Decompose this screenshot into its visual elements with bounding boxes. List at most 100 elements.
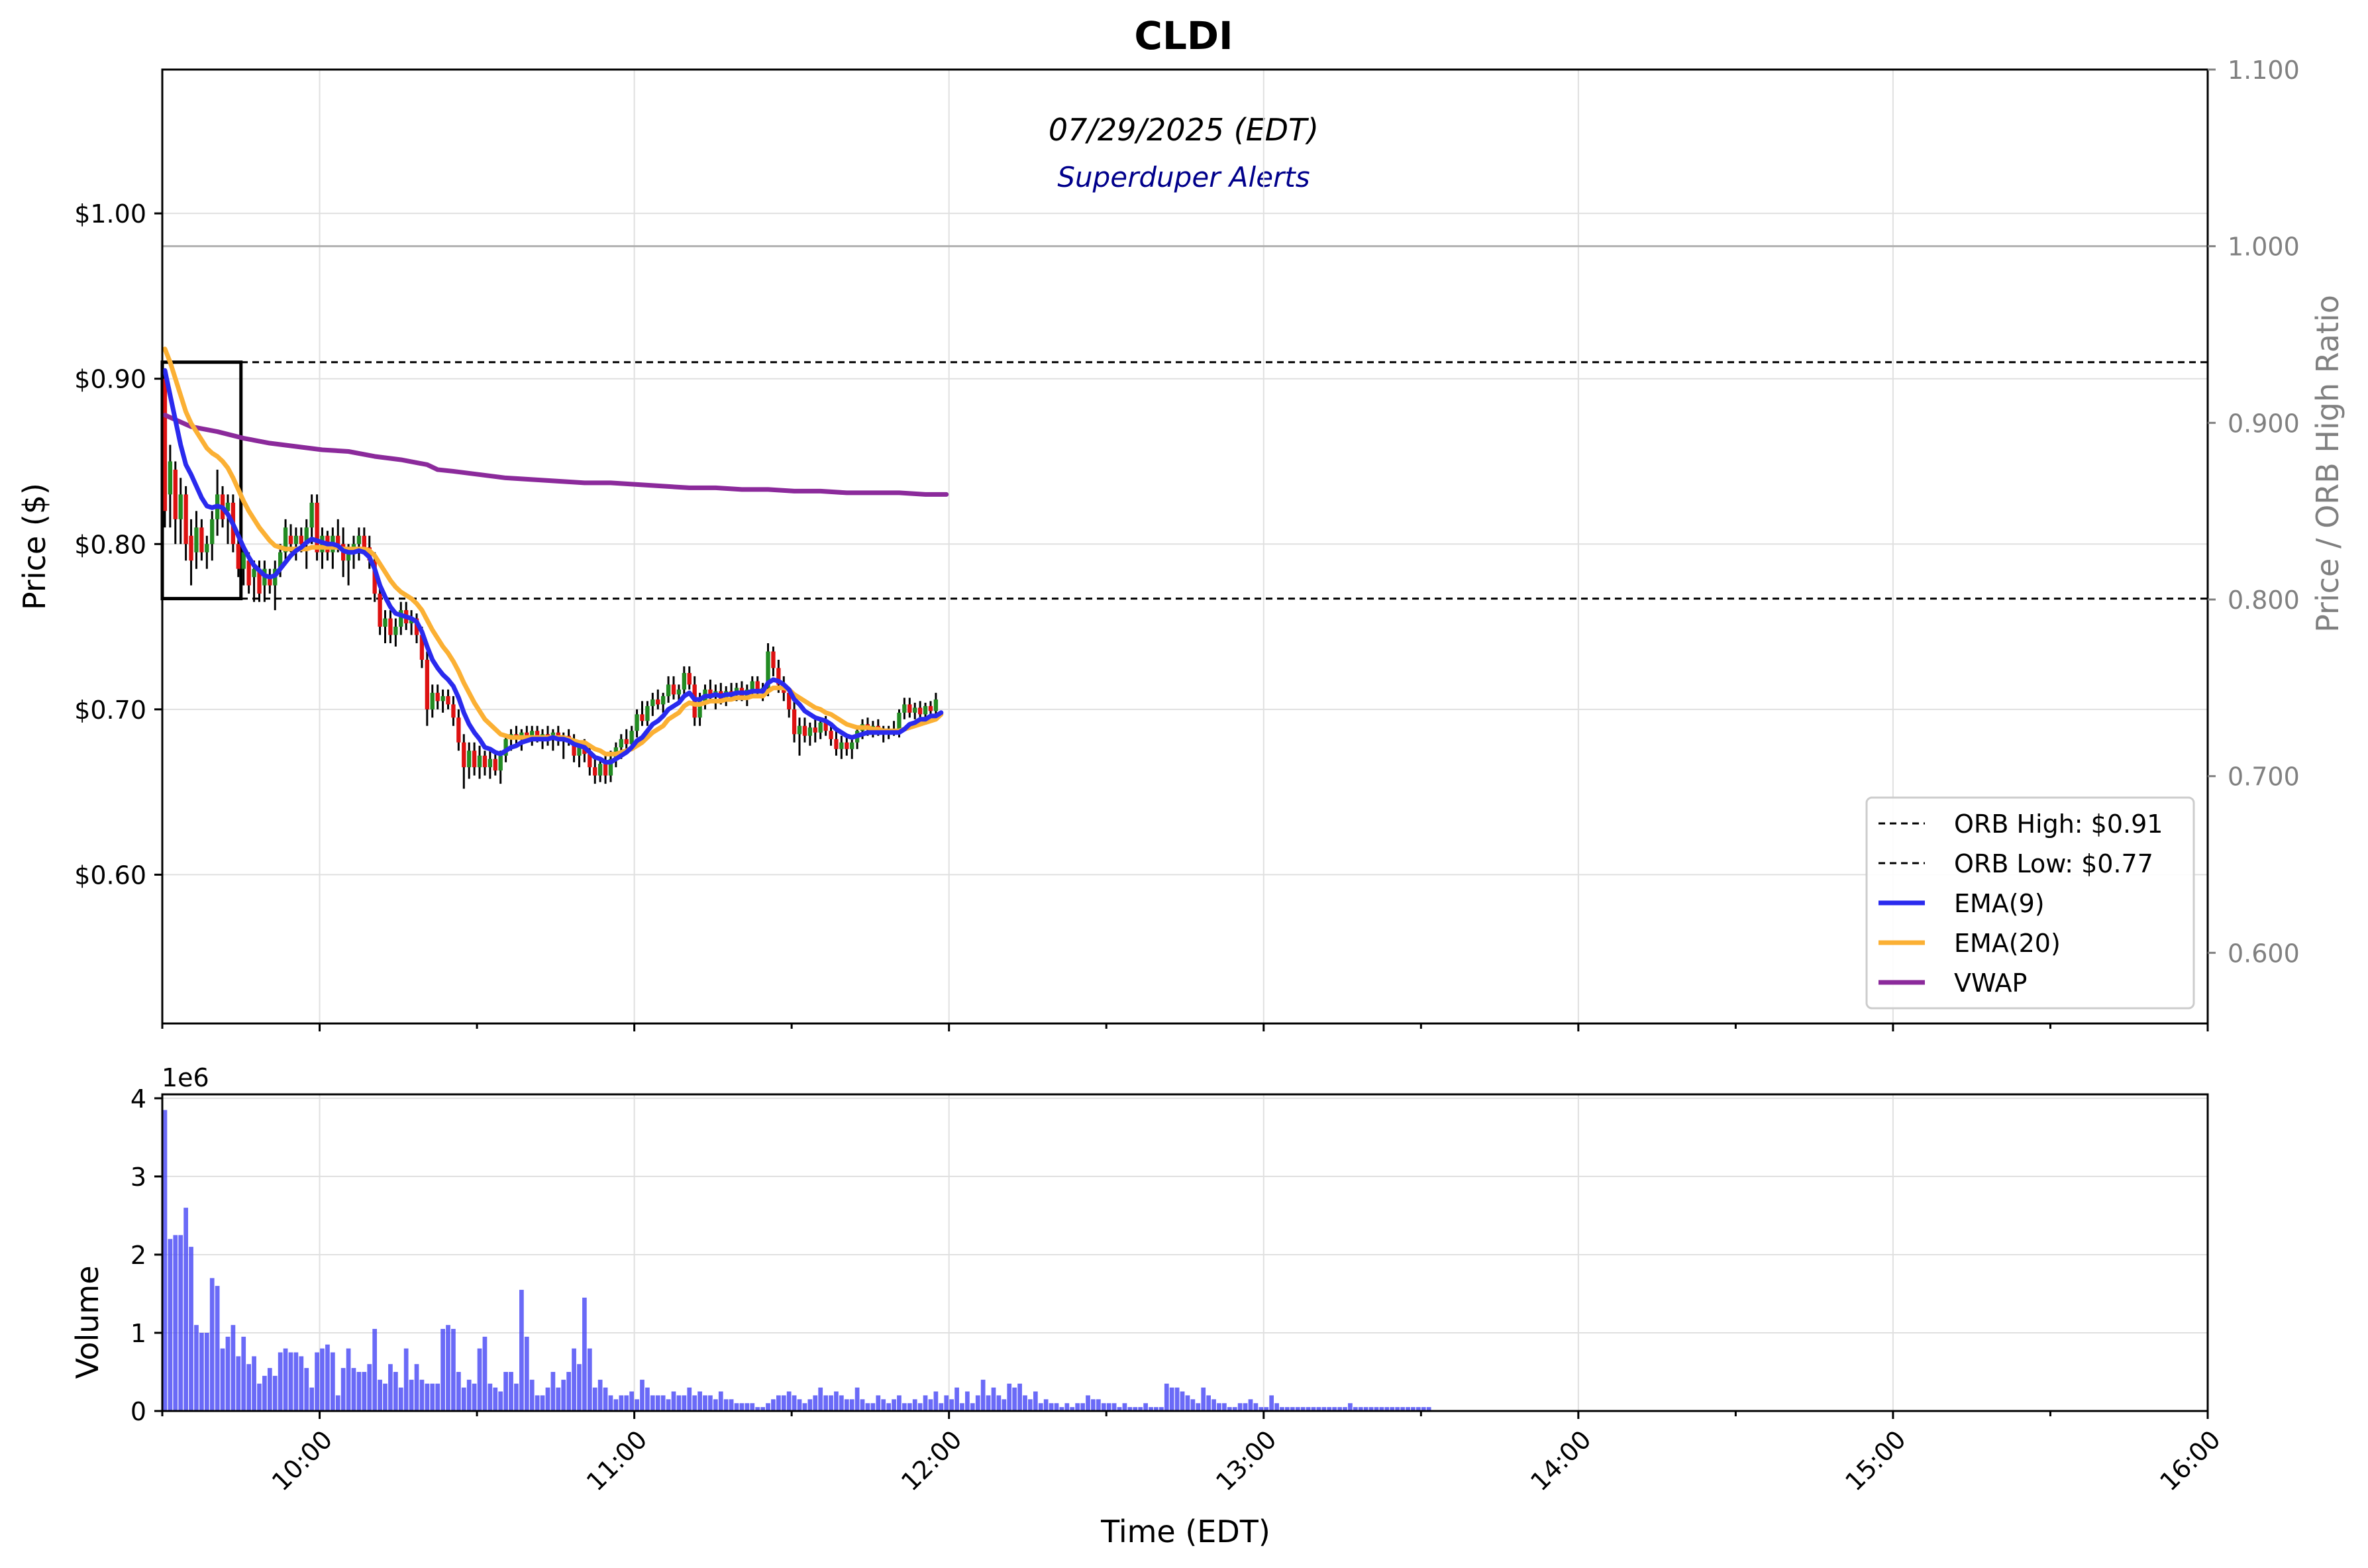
volume-bar — [1064, 1403, 1070, 1411]
candle-body — [640, 714, 644, 721]
volume-bar — [1311, 1407, 1316, 1411]
volume-bar — [823, 1395, 828, 1411]
volume-bar — [1043, 1399, 1049, 1411]
volume-bar — [897, 1395, 901, 1411]
volume-bar — [346, 1348, 351, 1411]
volume-bar — [519, 1290, 524, 1411]
volume-bar — [892, 1399, 896, 1411]
volume-bar — [535, 1395, 540, 1411]
candle-body — [629, 731, 634, 745]
volume-bar — [1143, 1403, 1148, 1411]
volume-bar — [666, 1399, 671, 1411]
volume-tick-label: 1 — [130, 1319, 146, 1348]
volume-bar — [592, 1387, 597, 1411]
candle-body — [676, 689, 682, 695]
volume-bar — [1075, 1403, 1080, 1411]
volume-bar — [1290, 1407, 1295, 1411]
legend-label-ema9: EMA(9) — [1954, 889, 2045, 918]
volume-bar — [745, 1403, 750, 1411]
volume-bar — [1101, 1403, 1106, 1411]
candle-body — [650, 699, 655, 706]
volume-bar — [965, 1391, 970, 1411]
volume-bar — [1259, 1407, 1264, 1411]
volume-bar — [231, 1325, 236, 1411]
volume-bar — [398, 1387, 403, 1411]
volume-bar — [340, 1368, 346, 1411]
candle-body — [697, 701, 702, 718]
volume-bar — [430, 1383, 435, 1411]
volume-bar — [252, 1356, 256, 1411]
candle-body — [430, 692, 435, 709]
candle-body — [362, 535, 367, 548]
volume-bar — [335, 1395, 340, 1411]
candle-body — [671, 684, 676, 695]
volume-bar — [1149, 1407, 1153, 1411]
volume-bar — [383, 1383, 387, 1411]
volume-bar — [550, 1371, 556, 1411]
candle-body — [771, 651, 776, 668]
candle-body — [755, 681, 760, 692]
volume-bar — [645, 1387, 650, 1411]
volume-bar — [1028, 1399, 1033, 1411]
legend-label-vwap: VWAP — [1954, 968, 2027, 998]
volume-bar — [912, 1399, 917, 1411]
volume-bar — [309, 1387, 315, 1411]
volume-bars — [162, 1110, 1431, 1411]
volume-bar — [834, 1391, 839, 1411]
volume-bar — [272, 1375, 278, 1411]
volume-bar — [1421, 1407, 1426, 1411]
candle-body — [356, 535, 362, 545]
volume-bar — [1227, 1407, 1232, 1411]
volume-bar — [771, 1399, 776, 1411]
volume-bar — [687, 1387, 692, 1411]
volume-bar — [1127, 1407, 1133, 1411]
volume-bar — [1343, 1407, 1347, 1411]
volume-bar — [529, 1379, 535, 1411]
candle-body — [933, 699, 939, 711]
candle-body — [293, 535, 299, 545]
candle-body — [346, 552, 351, 561]
volume-bar — [1368, 1407, 1374, 1411]
volume-bar — [320, 1348, 325, 1411]
candle-body — [792, 709, 797, 735]
volume-bar — [446, 1325, 450, 1411]
candle-body — [660, 696, 666, 705]
volume-bar — [220, 1348, 225, 1411]
candle-body — [189, 535, 193, 561]
volume-bar — [923, 1395, 928, 1411]
volume-bar — [293, 1352, 299, 1411]
volume-bar — [671, 1391, 676, 1411]
candle-body — [440, 696, 445, 702]
candle-body — [336, 535, 340, 545]
candle-body — [451, 704, 456, 718]
volume-bar — [540, 1395, 545, 1411]
candle-body — [923, 706, 928, 715]
volume-bar — [503, 1371, 508, 1411]
volume-bar — [451, 1329, 456, 1411]
volume-bar — [802, 1403, 807, 1411]
ratio-tick-label: 1.000 — [2228, 233, 2300, 262]
candle-body — [818, 722, 823, 733]
candle-body — [656, 699, 660, 705]
volume-bar — [624, 1395, 629, 1411]
candle-body — [252, 568, 256, 578]
volume-bar — [456, 1371, 461, 1411]
volume-bar — [1017, 1383, 1022, 1411]
volume-bar — [870, 1403, 876, 1411]
candle-body — [288, 535, 293, 545]
volume-bar — [1190, 1399, 1196, 1411]
volume-tick-label: 0 — [130, 1397, 146, 1426]
candle-body — [687, 672, 692, 685]
chart-subtitle: Superduper Alerts — [1057, 161, 1310, 193]
ratio-tick-label: 0.700 — [2228, 762, 2300, 792]
volume-bar — [414, 1364, 419, 1411]
candle-body — [205, 544, 209, 552]
volume-bar — [1306, 1407, 1311, 1411]
volume-bar — [1007, 1383, 1012, 1411]
volume-bar — [660, 1395, 666, 1411]
volume-bar — [1285, 1407, 1290, 1411]
candle-body — [917, 707, 923, 715]
chart-title: CLDI — [1134, 13, 1233, 58]
volume-bar — [572, 1348, 576, 1411]
candle-body — [797, 725, 802, 735]
